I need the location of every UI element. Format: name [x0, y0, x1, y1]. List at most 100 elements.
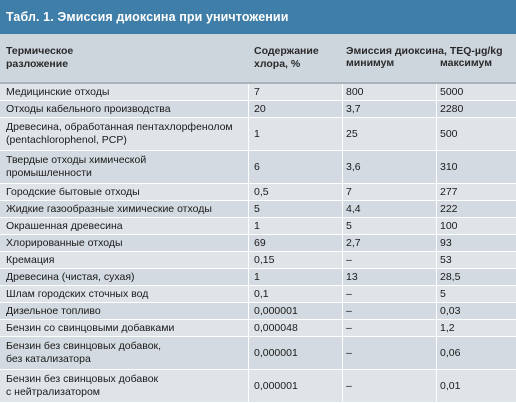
column-divider — [342, 101, 343, 117]
column-divider — [248, 269, 249, 285]
column-divider — [436, 218, 437, 234]
table-row: Кремация 0,15 – 53 — [0, 252, 516, 269]
cell-max: 277 — [440, 186, 458, 198]
cell-min: 5 — [346, 220, 352, 232]
header-chlorine: Содержание хлора, % — [254, 45, 319, 70]
cell-max: 100 — [440, 220, 458, 232]
cell-chlorine: 0,000048 — [254, 322, 298, 334]
cell-decomposition-line: Бензин без свинцовых добавок — [6, 373, 159, 385]
column-divider — [248, 320, 249, 336]
cell-chlorine: 0,15 — [254, 254, 275, 266]
table-row: Медицинские отходы 7 800 5000 — [0, 84, 516, 101]
cell-max: 0,01 — [440, 380, 461, 392]
cell-min: 800 — [346, 86, 364, 98]
cell-max: 93 — [440, 237, 452, 249]
table-row: Твердые отходы химической промышленности 6… — [0, 151, 516, 184]
cell-max: 53 — [440, 254, 452, 266]
column-divider — [436, 320, 437, 336]
cell-max: 0,03 — [440, 305, 461, 317]
cell-decomposition: Дизельное топливо — [6, 303, 246, 319]
cell-min: 3,7 — [346, 103, 361, 115]
header-min: минимум — [346, 57, 395, 69]
column-divider — [248, 303, 249, 319]
table-row: Отходы кабельного производства 20 3,7 2280 — [0, 101, 516, 118]
column-divider — [248, 84, 249, 100]
cell-decomposition-line: промышленности — [6, 167, 92, 179]
cell-decomposition-line: с нейтрализатором — [6, 386, 101, 398]
table-title-bar: Табл. 1. Эмиссия диоксина при уничтожени… — [0, 0, 516, 34]
cell-decomposition-line: Медицинские отходы — [6, 85, 110, 98]
cell-min: 25 — [346, 128, 358, 140]
column-divider — [342, 303, 343, 319]
cell-max: 5 — [440, 288, 446, 300]
cell-decomposition: Отходы кабельного производства — [6, 101, 246, 117]
cell-max: 28,5 — [440, 271, 461, 283]
cell-max: 310 — [440, 161, 458, 173]
cell-decomposition-line: без катализатора — [6, 353, 91, 365]
table-body: Медицинские отходы 7 800 5000 Отходы кабельн… — [0, 84, 516, 403]
cell-chlorine: 0,5 — [254, 186, 269, 198]
cell-min: 3,6 — [346, 161, 361, 173]
column-divider — [248, 337, 249, 369]
cell-decomposition: Твердые отходы химической промышленности — [6, 151, 246, 183]
cell-decomposition-line: (pentachlorophenol, PCP) — [6, 134, 127, 146]
column-divider — [248, 370, 249, 402]
column-divider — [248, 201, 249, 217]
table-row: Древесина, обработанная пентахлорфенолом… — [0, 118, 516, 151]
cell-decomposition: Кремация — [6, 252, 246, 268]
table-row: Жидкие газообразные химические отходы 5 4,… — [0, 201, 516, 218]
cell-decomposition: Бензин без свинцовых добавок с нейтрализа… — [6, 370, 246, 402]
table-row: Древесина (чистая, сухая) 1 13 28,5 — [0, 269, 516, 286]
column-divider — [342, 84, 343, 100]
header-decomposition-line2: разложение — [6, 57, 69, 70]
cell-decomposition-line: Древесина, обработанная пентахлорфенолом — [6, 121, 233, 133]
cell-min: – — [346, 347, 352, 359]
cell-max: 0,06 — [440, 347, 461, 359]
cell-min: – — [346, 322, 352, 334]
column-divider — [436, 252, 437, 268]
column-divider — [248, 218, 249, 234]
cell-chlorine: 1 — [254, 220, 260, 232]
cell-max: 2280 — [440, 103, 464, 115]
column-divider — [436, 235, 437, 251]
cell-max: 222 — [440, 203, 458, 215]
table-row: Дизельное топливо 0,000001 – 0,03 — [0, 303, 516, 320]
column-divider — [342, 337, 343, 369]
cell-max: 5000 — [440, 86, 464, 98]
column-divider — [248, 118, 249, 150]
column-divider — [248, 286, 249, 302]
column-divider — [342, 151, 343, 183]
cell-decomposition: Городские бытовые отходы — [6, 184, 246, 200]
table-row: Бензин без свинцовых добавок, без катализ… — [0, 337, 516, 370]
column-divider — [342, 218, 343, 234]
table-header: Термическое разложение Содержание хлора,… — [0, 34, 516, 84]
column-divider — [342, 201, 343, 217]
cell-decomposition: Хлорированные отходы — [6, 235, 246, 251]
cell-max: 500 — [440, 128, 458, 140]
column-divider — [436, 151, 437, 183]
cell-decomposition: Медицинские отходы — [6, 84, 246, 100]
cell-decomposition-line: Дизельное топливо — [6, 304, 101, 317]
cell-chlorine: 69 — [254, 237, 266, 249]
cell-decomposition: Шлам городских сточных вод — [6, 286, 246, 302]
cell-decomposition-line: Окрашенная древесина — [6, 219, 123, 232]
cell-decomposition-line: Хлорированные отходы — [6, 236, 123, 249]
column-divider — [436, 303, 437, 319]
column-divider — [436, 118, 437, 150]
column-divider — [436, 337, 437, 369]
cell-decomposition-line: Древесина (чистая, сухая) — [6, 270, 135, 283]
column-divider — [342, 370, 343, 402]
cell-decomposition: Бензин со свинцовыми добавками — [6, 320, 246, 336]
cell-max: 1,2 — [440, 322, 455, 334]
cell-min: – — [346, 380, 352, 392]
column-divider — [342, 269, 343, 285]
header-chlorine-line1: Содержание — [254, 45, 319, 57]
column-divider — [436, 269, 437, 285]
cell-min: – — [346, 288, 352, 300]
cell-chlorine: 1 — [254, 128, 260, 140]
cell-decomposition: Жидкие газообразные химические отходы — [6, 201, 246, 217]
cell-decomposition-line: Шлам городских сточных вод — [6, 287, 149, 300]
table-row: Окрашенная древесина 1 5 100 — [0, 218, 516, 235]
cell-chlorine: 0,1 — [254, 288, 269, 300]
